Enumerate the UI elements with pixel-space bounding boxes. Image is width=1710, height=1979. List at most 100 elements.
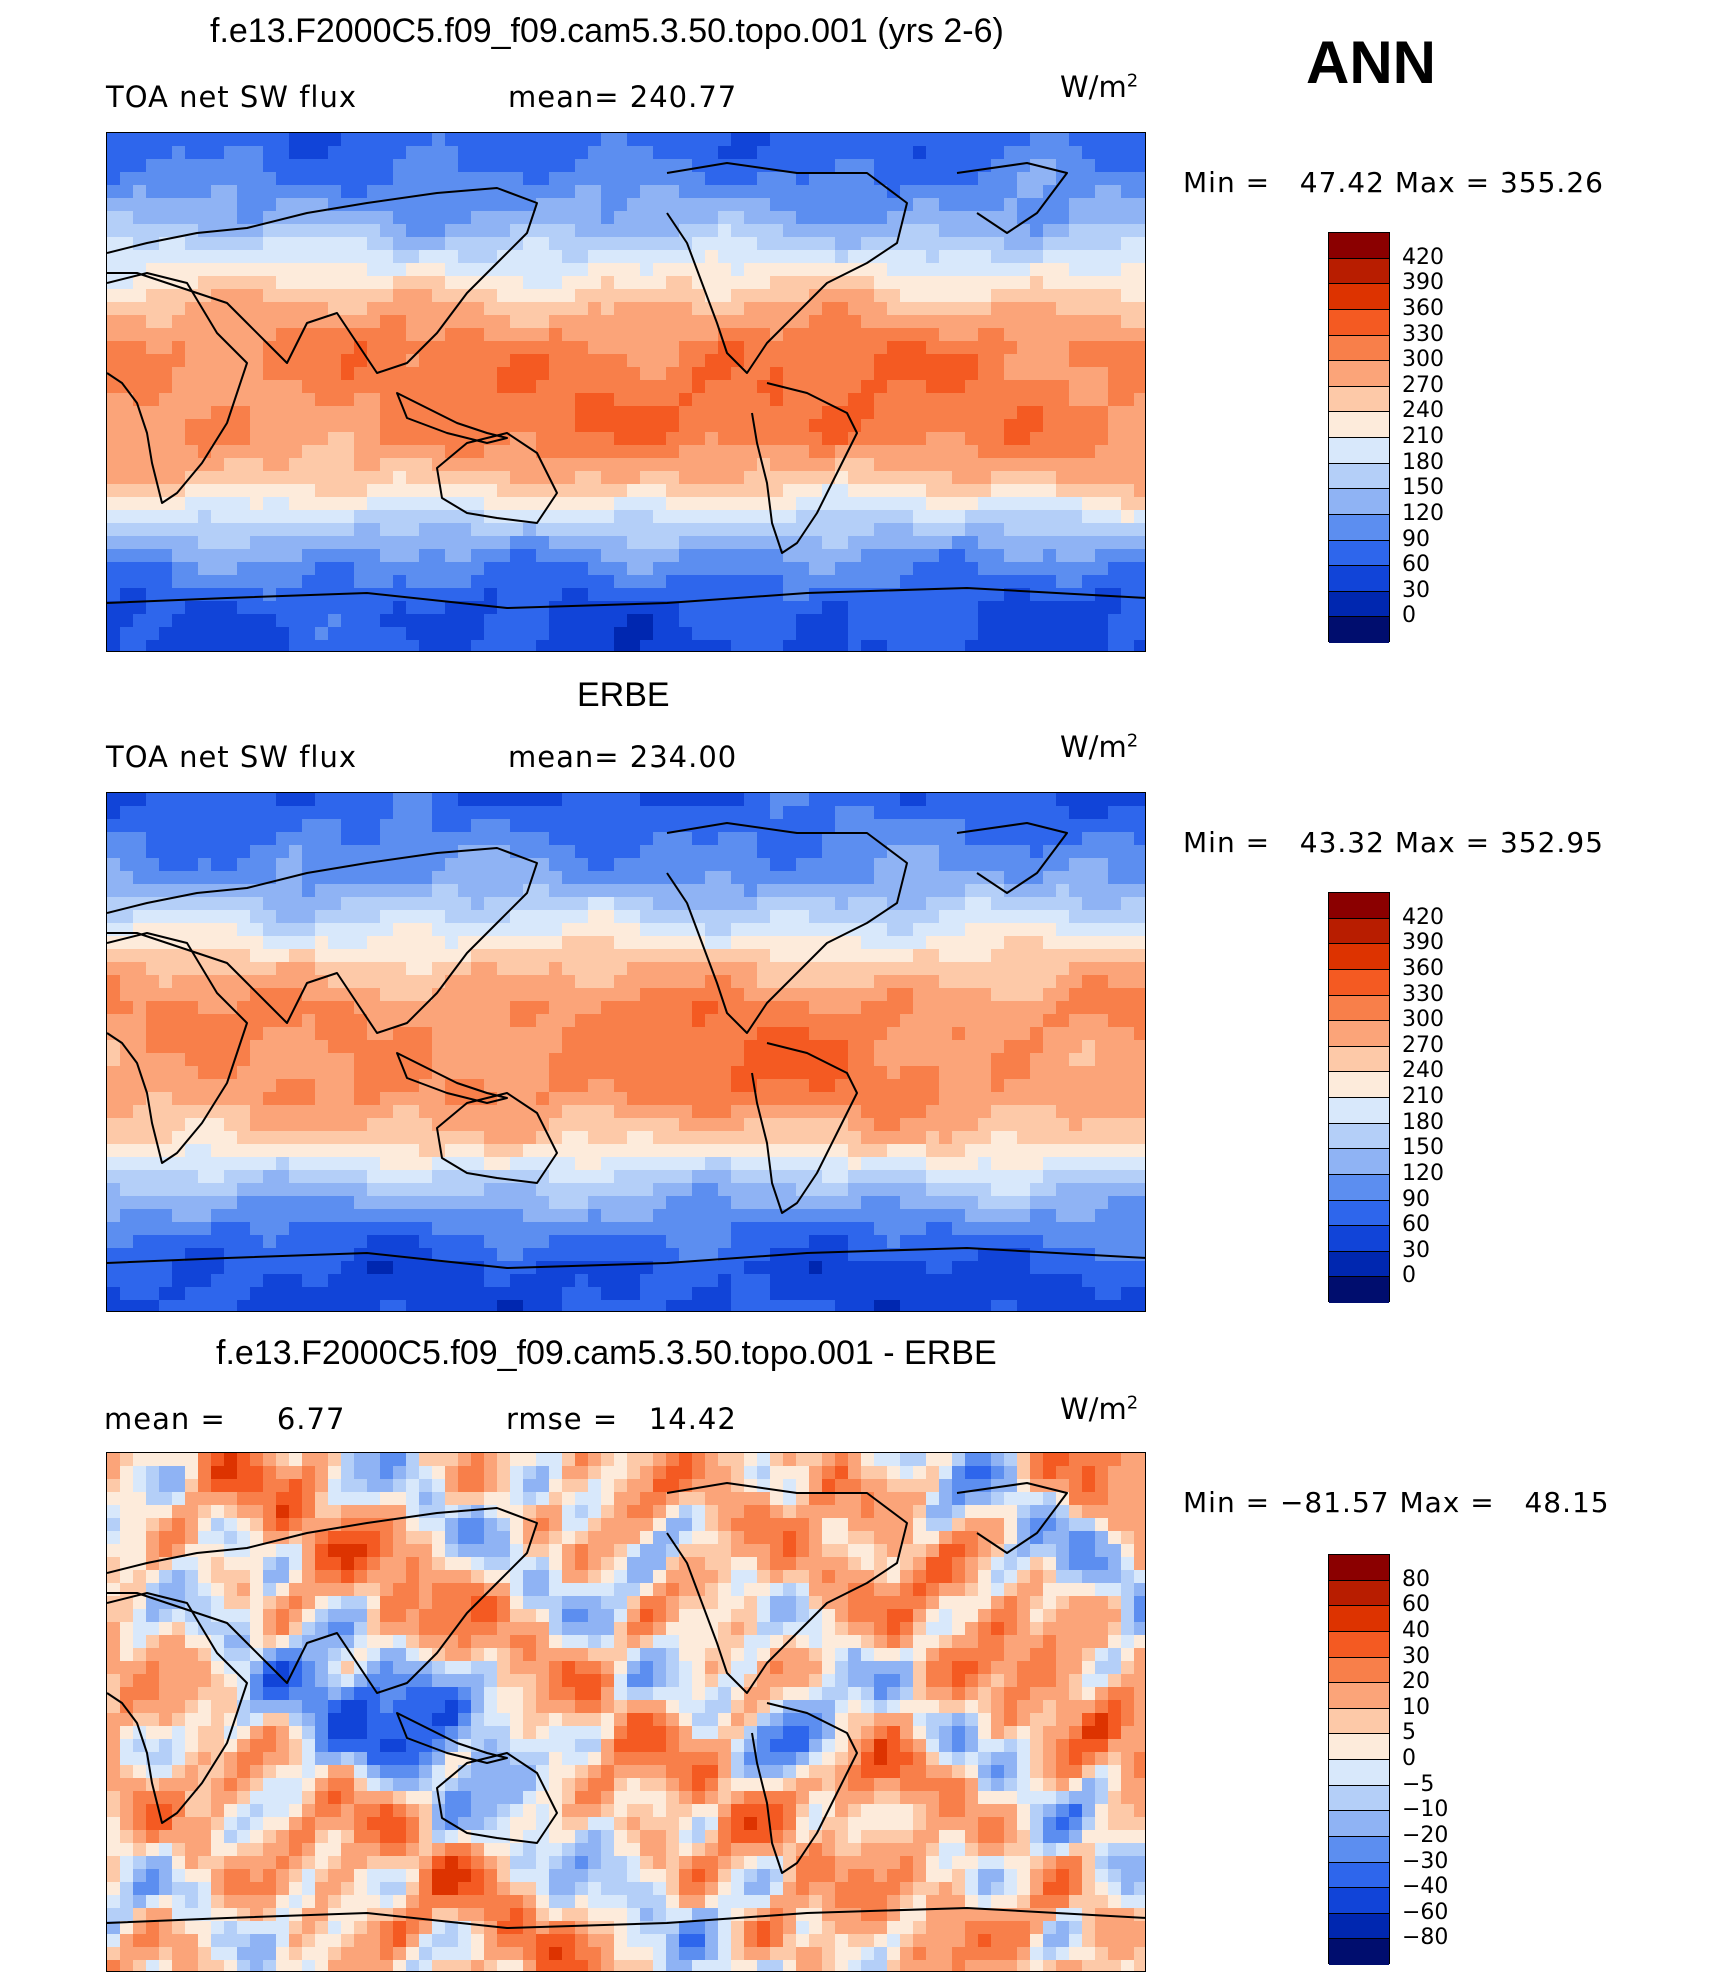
contour-cell [1043, 250, 1057, 264]
contour-cell [900, 1014, 914, 1028]
contour-cell [757, 949, 771, 963]
contour-cell [237, 224, 251, 238]
contour-cell [146, 133, 160, 147]
contour-cell [666, 1053, 680, 1067]
contour-cell [250, 871, 264, 885]
contour-cell [965, 601, 979, 615]
contour-cell [380, 884, 394, 898]
contour-cell [1004, 458, 1018, 472]
contour-cell [133, 975, 147, 989]
contour-cell [393, 627, 407, 641]
contour-cell [484, 1066, 498, 1080]
contour-cell [536, 858, 550, 872]
contour-cell [367, 523, 381, 537]
contour-cell [1108, 536, 1122, 550]
contour-cell [159, 471, 173, 485]
contour-cell [107, 224, 121, 238]
contour-cell [991, 910, 1005, 924]
contour-cell [926, 510, 940, 524]
contour-cell [900, 315, 914, 329]
contour-cell [380, 393, 394, 407]
contour-cell [289, 419, 303, 433]
contour-cell [497, 1014, 511, 1028]
contour-cell [666, 806, 680, 820]
contour-cell [367, 1040, 381, 1054]
contour-cell [1030, 380, 1044, 394]
contour-cell [510, 858, 524, 872]
contour-cell [198, 806, 212, 820]
contour-cell [757, 406, 771, 420]
contour-cell [536, 185, 550, 199]
contour-cell [471, 1027, 485, 1041]
contour-cell [1095, 549, 1109, 563]
contour-cell [887, 523, 901, 537]
contour-cell [328, 341, 342, 355]
contour-cell [809, 601, 823, 615]
contour-cell [1082, 237, 1096, 251]
contour-cell [900, 172, 914, 186]
contour-cell [653, 133, 667, 147]
contour-cell [939, 211, 953, 225]
contour-cell [640, 536, 654, 550]
contour-cell [445, 536, 459, 550]
contour-cell [328, 458, 342, 472]
contour-cell [315, 263, 329, 277]
contour-cell [549, 1053, 563, 1067]
contour-cell [471, 627, 485, 641]
contour-cell [770, 936, 784, 950]
contour-cell [692, 910, 706, 924]
contour-cell [172, 354, 186, 368]
contour-cell [640, 562, 654, 576]
contour-cell [289, 146, 303, 160]
contour-cell [900, 1027, 914, 1041]
contour-cell [1095, 211, 1109, 225]
contour-cell [276, 276, 290, 290]
contour-cell [757, 289, 771, 303]
contour-cell [705, 172, 719, 186]
contour-cell [445, 601, 459, 615]
contour-cell [705, 328, 719, 342]
contour-cell [250, 1040, 264, 1054]
contour-cell [471, 354, 485, 368]
contour-cell [393, 380, 407, 394]
contour-cell [1030, 536, 1044, 550]
contour-cell [549, 1001, 563, 1015]
contour-cell [341, 185, 355, 199]
contour-cell [510, 393, 524, 407]
contour-cell [458, 575, 472, 589]
contour-cell [497, 367, 511, 381]
contour-cell [939, 523, 953, 537]
contour-cell [861, 406, 875, 420]
contour-cell [614, 871, 628, 885]
contour-cell [666, 445, 680, 459]
contour-cell [1082, 263, 1096, 277]
contour-cell [172, 133, 186, 147]
contour-cell [575, 341, 589, 355]
contour-cell [796, 172, 810, 186]
contour-cell [224, 276, 238, 290]
contour-cell [822, 588, 836, 602]
contour-cell [965, 367, 979, 381]
contour-cell [887, 510, 901, 524]
contour-cell [1030, 562, 1044, 576]
contour-cell [198, 923, 212, 937]
contour-cell [1017, 198, 1031, 212]
contour-cell [120, 588, 134, 602]
contour-cell [939, 575, 953, 589]
contour-cell [185, 858, 199, 872]
contour-cell [1108, 393, 1122, 407]
contour-cell [861, 523, 875, 537]
contour-cell [484, 237, 498, 251]
contour-cell [874, 133, 888, 147]
contour-cell [692, 133, 706, 147]
contour-cell [1095, 1053, 1109, 1067]
contour-cell [900, 146, 914, 160]
contour-cell [471, 858, 485, 872]
contour-cell [679, 146, 693, 160]
contour-cell [536, 471, 550, 485]
contour-cell [601, 380, 615, 394]
contour-cell [250, 845, 264, 859]
contour-cell [627, 471, 641, 485]
contour-cell [1030, 458, 1044, 472]
contour-cell [484, 341, 498, 355]
